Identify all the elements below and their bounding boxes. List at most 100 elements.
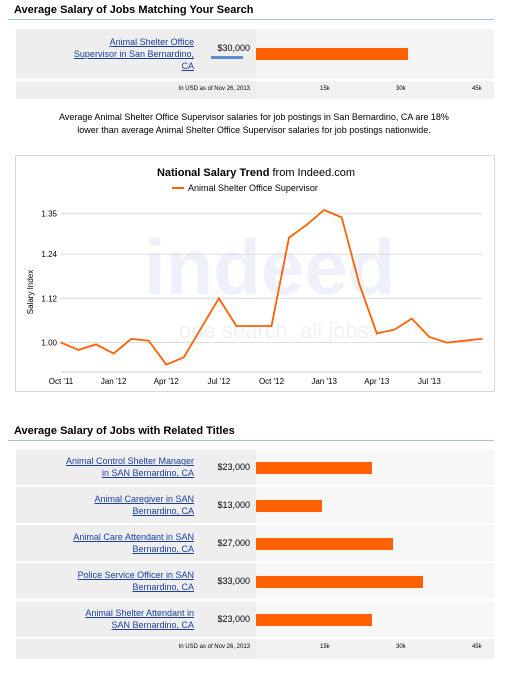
data-point xyxy=(77,349,80,351)
job-title-line: CA xyxy=(181,61,194,71)
salary-row: Police Service Officer in SAN Bernardino,… xyxy=(16,563,494,599)
data-point xyxy=(323,209,325,211)
axis-note: In USD as of Nov 26, 2013 xyxy=(178,86,250,92)
job-title-link[interactable]: Animal Shelter Office Supervisor in San … xyxy=(74,36,194,72)
salary-bar-zone xyxy=(256,563,494,599)
salary-value: $23,000 xyxy=(217,462,250,472)
salary-value: $30,000 xyxy=(217,43,250,53)
data-point xyxy=(112,352,115,355)
x-tick-label: Jul '12 xyxy=(207,377,230,386)
y-tick-label: 1.00 xyxy=(41,339,57,348)
data-point xyxy=(147,339,150,342)
job-title-link[interactable]: Police Service Officer in SAN Bernardino,… xyxy=(78,569,194,593)
job-title-link[interactable]: Animal Caregiver in SAN Bernardino, CA xyxy=(94,493,194,517)
salary-bar xyxy=(256,576,423,588)
salary-bar xyxy=(256,538,393,550)
axis-tick-label: 30k xyxy=(396,644,406,650)
data-point xyxy=(130,338,132,340)
y-axis-label: Salary Index xyxy=(26,270,35,314)
job-title-line: Animal Shelter Office xyxy=(109,37,194,47)
job-title-link[interactable]: Animal Shelter Attendant in SAN Bernardin… xyxy=(85,607,194,631)
job-title-link[interactable]: Animal Control Shelter Manager in SAN Ber… xyxy=(66,455,194,479)
x-tick-label: Apr '13 xyxy=(364,377,390,386)
job-title-line: Animal Caregiver in SAN xyxy=(94,494,194,504)
salary-row-title: Animal Shelter Office Supervisor in San … xyxy=(16,29,200,79)
data-point xyxy=(165,363,168,366)
chart-title-bold: National Salary Trend xyxy=(157,167,269,179)
job-title-line: Bernardino, CA xyxy=(132,544,194,554)
job-title-line: in SAN Bernardino, CA xyxy=(101,468,194,478)
job-title-line: Animal Shelter Attendant in xyxy=(85,608,194,618)
axis-tick-label: 45k xyxy=(472,644,482,650)
data-point xyxy=(463,339,466,342)
summary-line: Average Animal Shelter Office Supervisor… xyxy=(59,112,449,122)
job-title-line: Bernardino, CA xyxy=(132,506,194,516)
job-title-line: Animal Care Attendant in SAN xyxy=(73,532,194,542)
watermark-logo: indeed xyxy=(144,223,395,311)
axis-zone: 15k 30k 45k xyxy=(256,81,494,99)
x-tick-label: Jul '13 xyxy=(418,377,441,386)
salary-row-title: Animal Caregiver in SAN Bernardino, CA xyxy=(16,487,200,523)
data-point xyxy=(446,341,448,344)
job-title-line: SAN Bernardino, CA xyxy=(111,620,194,630)
x-tick-label: Oct '12 xyxy=(259,377,285,386)
x-tick-label: Jan '13 xyxy=(311,377,337,386)
salary-comparison-summary: Average Animal Shelter Office Supervisor… xyxy=(14,111,494,137)
salary-value: $33,000 xyxy=(217,576,250,586)
data-point xyxy=(428,336,431,338)
axis-tick-label: 15k xyxy=(320,86,330,92)
x-tick-label: Oct '11 xyxy=(49,377,74,386)
legend-label: Animal Shelter Office Supervisor xyxy=(188,183,318,193)
y-tick-label: 1.24 xyxy=(41,250,57,259)
data-point xyxy=(235,325,238,327)
salary-axis: In USD as of Nov 26, 2013 15k 30k 45k xyxy=(16,81,494,99)
salary-bar-zone xyxy=(256,601,494,637)
salary-trend-chart: indeed one search. all jobs. National Sa… xyxy=(15,155,495,392)
job-title-line: Animal Control Shelter Manager xyxy=(65,456,194,466)
data-point xyxy=(270,325,273,327)
chart-title-rest: from Indeed.com xyxy=(269,167,355,179)
data-point xyxy=(288,236,290,239)
x-tick-label: Jan '12 xyxy=(101,377,127,386)
watermark-tagline: one search. all jobs. xyxy=(179,318,375,343)
section-divider xyxy=(8,440,494,441)
summary-line: lower than average Animal Shelter Office… xyxy=(77,125,431,135)
salary-bar xyxy=(256,614,372,626)
axis-tick-label: 45k xyxy=(472,86,482,92)
salary-value: $27,000 xyxy=(217,538,250,548)
salary-axis: In USD as of Nov 26, 2013 15k 30k 45k xyxy=(16,639,494,659)
data-point xyxy=(60,341,62,344)
job-title-line: Bernardino, CA xyxy=(132,582,194,592)
data-point xyxy=(358,282,361,285)
trend-chart-svg: indeed one search. all jobs. National Sa… xyxy=(26,167,483,386)
salary-row-title: Police Service Officer in SAN Bernardino,… xyxy=(16,563,200,599)
salary-value: $13,000 xyxy=(217,500,250,510)
data-point xyxy=(182,356,185,359)
axis-tick-label: 30k xyxy=(396,86,406,92)
data-point xyxy=(218,297,220,300)
salary-bar-zone xyxy=(256,449,494,485)
data-point xyxy=(481,338,483,340)
salary-highlight-underline xyxy=(211,56,243,59)
data-point xyxy=(253,325,255,327)
salary-row: Animal Care Attendant in SAN Bernardino, … xyxy=(16,525,494,561)
data-point xyxy=(340,216,343,219)
salary-row-title: Animal Care Attendant in SAN Bernardino, … xyxy=(16,525,200,561)
salary-bar-zone xyxy=(256,29,494,79)
chart-title: National Salary Trend from Indeed.com xyxy=(157,167,355,179)
job-title-link[interactable]: Animal Care Attendant in SAN Bernardino, … xyxy=(73,531,194,555)
job-title-line: Supervisor in San Bernardino, xyxy=(73,49,194,59)
salary-bar-zone xyxy=(256,525,494,561)
salary-value: $23,000 xyxy=(217,614,250,624)
salary-row: Animal Caregiver in SAN Bernardino, CA $13… xyxy=(16,487,494,523)
data-point xyxy=(305,223,308,226)
axis-tick-label: 15k xyxy=(320,644,330,650)
section-title-matching: Average Salary of Jobs Matching Your Sea… xyxy=(14,4,254,16)
salary-row-title: Animal Control Shelter Manager in SAN Ber… xyxy=(16,449,200,485)
job-title-line: Police Service Officer in SAN xyxy=(77,570,194,580)
salary-bar xyxy=(256,48,408,60)
salary-bar xyxy=(256,500,322,512)
salary-row-title: Animal Shelter Attendant in SAN Bernardin… xyxy=(16,601,200,637)
section-title-related: Average Salary of Jobs with Related Titl… xyxy=(14,425,235,437)
data-point xyxy=(200,327,203,329)
